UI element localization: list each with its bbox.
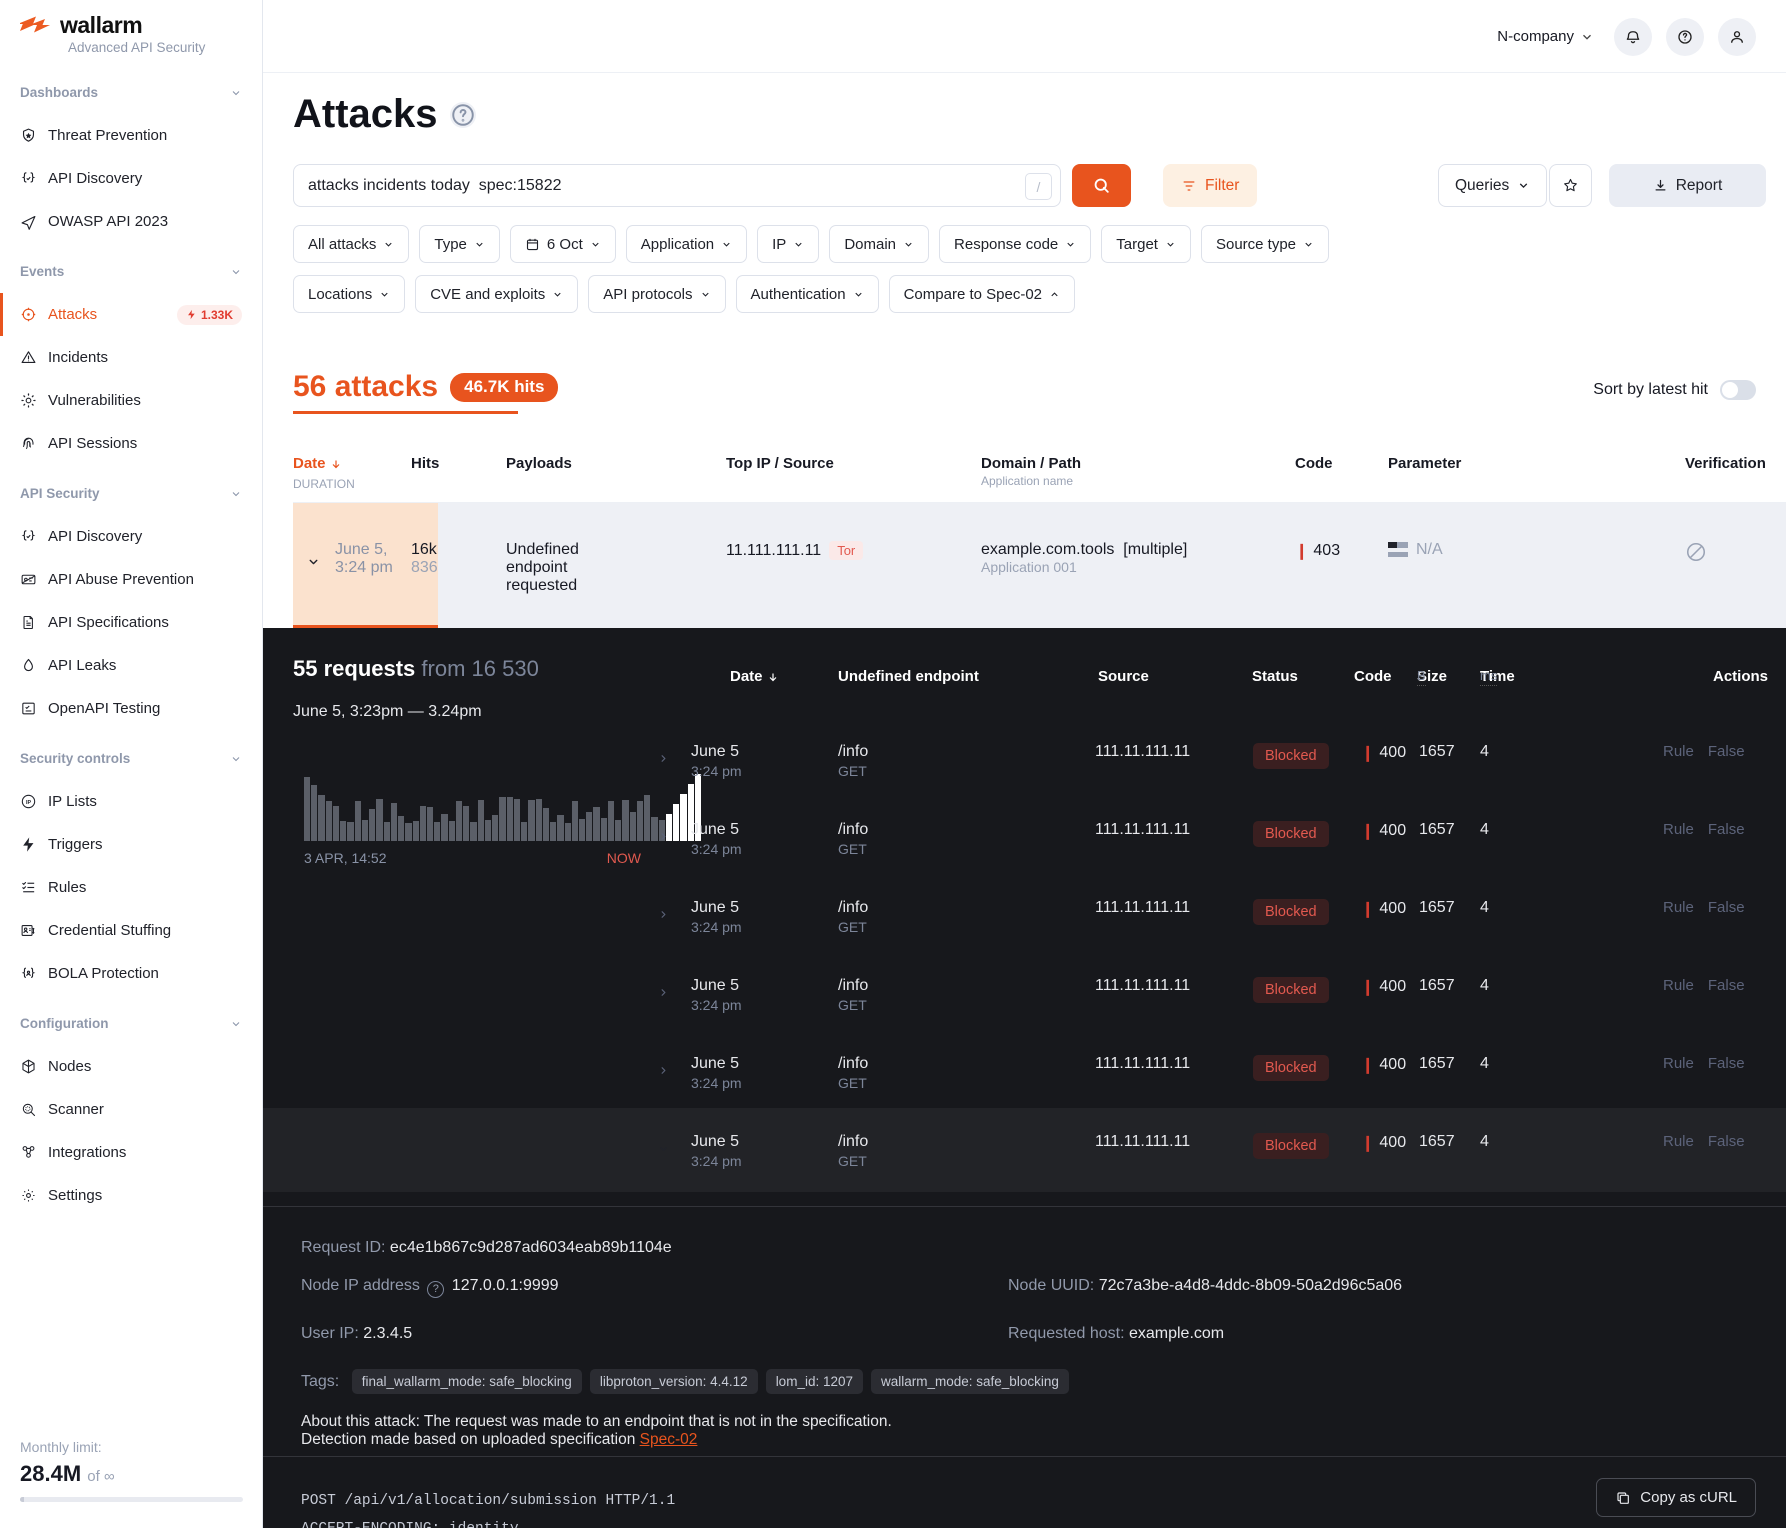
svg-text:IP: IP [26, 800, 31, 806]
